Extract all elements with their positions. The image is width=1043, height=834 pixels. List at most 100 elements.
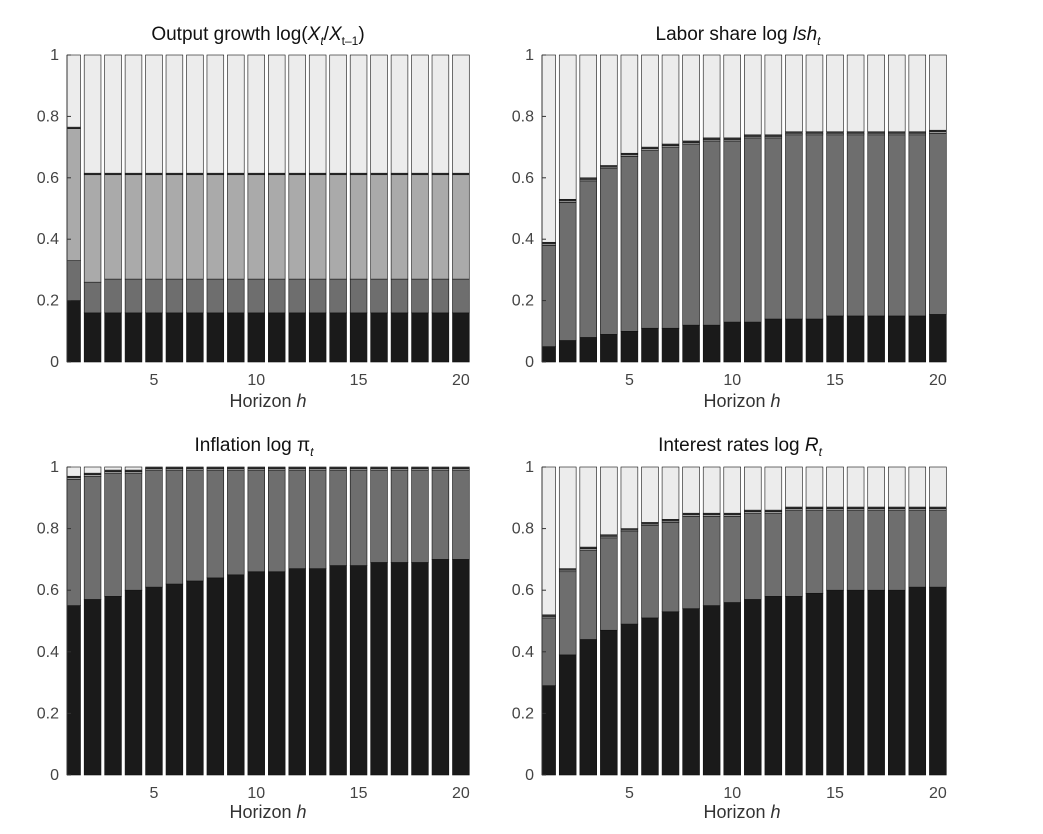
bar-segment [785,467,802,507]
bar-segment [909,135,926,316]
bar-segment [929,55,946,130]
bar-segment [84,55,101,173]
bar-segment [703,467,720,513]
bar-segment [744,138,761,322]
bar-segment [542,55,556,242]
bar-segment [600,334,617,362]
bar-segment [146,55,163,173]
bar-segment [888,467,905,507]
bar-segment [683,325,700,362]
bar-segment [724,516,741,602]
bar-segment [84,313,101,362]
bar-segment [84,599,101,775]
panel-interest-rates: Interest rates log Rt 00.20.40.60.815 10 1… [512,435,947,822]
panel-labor-share: Labor share log lsht 00.20.40.60.815 10 15… [512,24,947,411]
bar-segment [207,578,224,775]
bar-segment [248,55,265,173]
bar-segment [330,566,347,775]
bar-segment [600,630,617,775]
bar-segment [909,510,926,587]
bar-segment [888,135,905,316]
bar-segment [909,55,926,132]
bar-segment [888,510,905,590]
bar-segment [929,587,946,775]
bar-segment [207,467,224,469]
bar-segment [105,175,122,279]
bar-segment [559,655,576,775]
bar-segment [453,55,470,173]
x-axis-label: Horizon h [703,391,780,411]
bar-segment [391,313,408,362]
bar-segment [806,510,823,593]
bar-segment [371,467,388,469]
bar-segment [703,606,720,775]
bar-segment [580,467,597,547]
x-axis-label: Horizon h [229,802,306,822]
bar-segment [105,55,122,173]
bar-segment [84,467,101,473]
y-tick-label: 0 [525,767,534,784]
y-tick-label: 0.4 [512,231,534,248]
bar-segment [806,55,823,132]
bar-segment [559,572,576,655]
bar-segment [542,467,556,615]
bar-segment [453,467,470,469]
bar-segment [227,313,244,362]
bar-segment [371,279,388,313]
bar-segment [580,337,597,362]
bar-segment [785,510,802,596]
bar-segment [187,467,204,469]
bar-segment [806,467,823,507]
bar-segment [350,55,367,173]
bar-segment [187,279,204,313]
bar-segment [806,135,823,319]
x-tick-label: 5 [625,372,634,389]
x-tick-label: 20 [929,785,947,802]
bar-segment [868,135,885,316]
bar-segment [432,470,449,559]
bar-segment [744,55,761,135]
panel-title: Interest rates log Rt [658,435,823,459]
bar-segment [391,175,408,279]
bar-segment [187,313,204,362]
bar-segment [371,562,388,775]
bar-segment [724,55,741,138]
bar-segment [125,473,142,590]
bar-segment [847,55,864,132]
bar-segment [888,590,905,775]
bar-segment [580,181,597,338]
bar-segment [432,559,449,775]
bar-segment [600,467,617,535]
bar-segment [453,313,470,362]
bar-segment [391,55,408,173]
bar-segment [248,279,265,313]
bar-segment [868,467,885,507]
bar-segment [662,147,679,328]
y-tick-label: 1 [50,47,59,64]
bar-segment [642,618,659,775]
bar-segment [703,325,720,362]
bar-segment [662,467,679,519]
bar-segment [330,313,347,362]
y-tick-label: 0.4 [512,644,534,661]
bar-segment [309,55,326,173]
bar-segment [642,526,659,618]
panel-title: Labor share log lsht [656,24,822,48]
bar-segment [453,279,470,313]
bar-segment [724,322,741,362]
bar-segment [642,467,659,522]
bar-segment [453,470,470,559]
bar-segment [847,135,864,316]
bar-segment [765,513,782,596]
bar-segment [662,522,679,611]
y-tick-label: 0.6 [512,582,534,599]
x-tick-label: 10 [723,785,741,802]
bar-segment [765,596,782,775]
bar-segment [350,313,367,362]
bar-segment [724,603,741,775]
bar-segment [84,282,101,313]
bar-segment [166,313,183,362]
bar-segment [662,328,679,362]
bar-segment [207,55,224,173]
